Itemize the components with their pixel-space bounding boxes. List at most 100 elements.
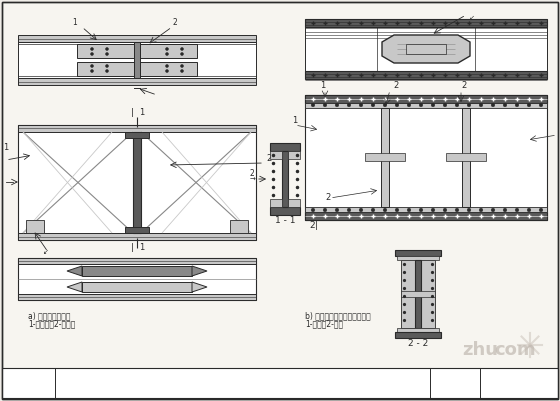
Bar (395, 250, 441, 256)
Bar (401, 291, 435, 297)
Text: 2: 2 (309, 221, 315, 230)
Bar (18, 78, 256, 85)
Bar (18, 233, 256, 240)
Circle shape (180, 69, 184, 73)
Circle shape (91, 53, 94, 55)
Circle shape (166, 53, 169, 55)
Text: 1: 1 (559, 126, 560, 135)
Text: a) 腹板裂缝的修复: a) 腹板裂缝的修复 (28, 311, 71, 320)
Circle shape (166, 47, 169, 51)
Bar (462, 108, 470, 207)
Bar (82, 266, 192, 276)
Text: 2: 2 (172, 18, 178, 27)
Bar (133, 132, 141, 233)
Text: |: | (315, 221, 318, 230)
Circle shape (467, 103, 471, 107)
Bar (421, 260, 435, 328)
Bar (140, 44, 197, 58)
Bar (82, 282, 192, 292)
Circle shape (383, 103, 387, 107)
Bar (288, 199, 300, 207)
Bar (446, 153, 486, 161)
Bar (18, 125, 256, 240)
Circle shape (407, 103, 411, 107)
Bar (270, 143, 300, 151)
Bar (18, 125, 256, 132)
Circle shape (431, 103, 435, 107)
Bar (365, 153, 405, 161)
Bar (305, 95, 547, 220)
Bar (305, 212, 547, 220)
Bar (18, 42, 256, 78)
Bar (282, 151, 288, 207)
Bar (305, 19, 547, 27)
Circle shape (455, 208, 459, 212)
Circle shape (395, 208, 399, 212)
Bar (395, 332, 441, 338)
Text: 2: 2 (461, 81, 466, 90)
Bar (305, 27, 547, 71)
Circle shape (503, 208, 507, 212)
Text: b) 上弦杆不稳定受弯时的修复: b) 上弦杆不稳定受弯时的修复 (305, 311, 371, 320)
Circle shape (105, 65, 109, 67)
Text: 1: 1 (139, 243, 144, 252)
Circle shape (311, 103, 315, 107)
Text: 1: 1 (73, 18, 77, 27)
Text: 1: 1 (320, 81, 325, 90)
Text: 1: 1 (139, 108, 144, 117)
Bar (140, 62, 197, 76)
Circle shape (180, 65, 184, 67)
Circle shape (407, 208, 411, 212)
Circle shape (443, 103, 447, 107)
Bar (77, 62, 134, 76)
Bar (305, 95, 547, 103)
Bar (18, 294, 256, 300)
Circle shape (527, 208, 531, 212)
Text: ↙: ↙ (469, 15, 475, 21)
Circle shape (467, 208, 471, 212)
Circle shape (371, 208, 375, 212)
Text: 图页: 图页 (450, 381, 460, 389)
Circle shape (431, 208, 435, 212)
Bar (401, 260, 415, 328)
Circle shape (455, 103, 459, 107)
Text: 2: 2 (266, 154, 271, 163)
Circle shape (515, 103, 519, 107)
Bar (134, 42, 140, 78)
Bar (397, 256, 439, 260)
Bar (397, 328, 439, 332)
Polygon shape (67, 266, 82, 276)
Text: 1-侧板；2-铆钉: 1-侧板；2-铆钉 (305, 319, 343, 328)
Circle shape (395, 103, 399, 107)
Circle shape (371, 103, 375, 107)
Circle shape (105, 69, 109, 73)
Circle shape (419, 208, 423, 212)
Circle shape (383, 208, 387, 212)
Bar (288, 151, 300, 159)
Bar (2, 368, 558, 398)
Text: 1-加劲肋；2-剪断销: 1-加劲肋；2-剪断销 (28, 319, 76, 328)
Circle shape (419, 103, 423, 107)
Text: |: | (131, 243, 134, 252)
Bar (125, 227, 149, 233)
Circle shape (539, 103, 543, 107)
Circle shape (359, 103, 363, 107)
Text: →: → (250, 177, 256, 183)
Circle shape (503, 103, 507, 107)
Circle shape (359, 208, 363, 212)
Bar (415, 260, 421, 328)
Circle shape (335, 208, 339, 212)
Circle shape (91, 47, 94, 51)
Circle shape (347, 208, 351, 212)
Text: 2: 2 (325, 193, 330, 202)
Circle shape (515, 208, 519, 212)
Polygon shape (192, 282, 207, 292)
Circle shape (91, 65, 94, 67)
Circle shape (539, 208, 543, 212)
Bar (18, 35, 256, 42)
Circle shape (311, 208, 315, 212)
Bar (305, 103, 547, 108)
Bar (270, 207, 300, 215)
Circle shape (443, 208, 447, 212)
Circle shape (166, 69, 169, 73)
